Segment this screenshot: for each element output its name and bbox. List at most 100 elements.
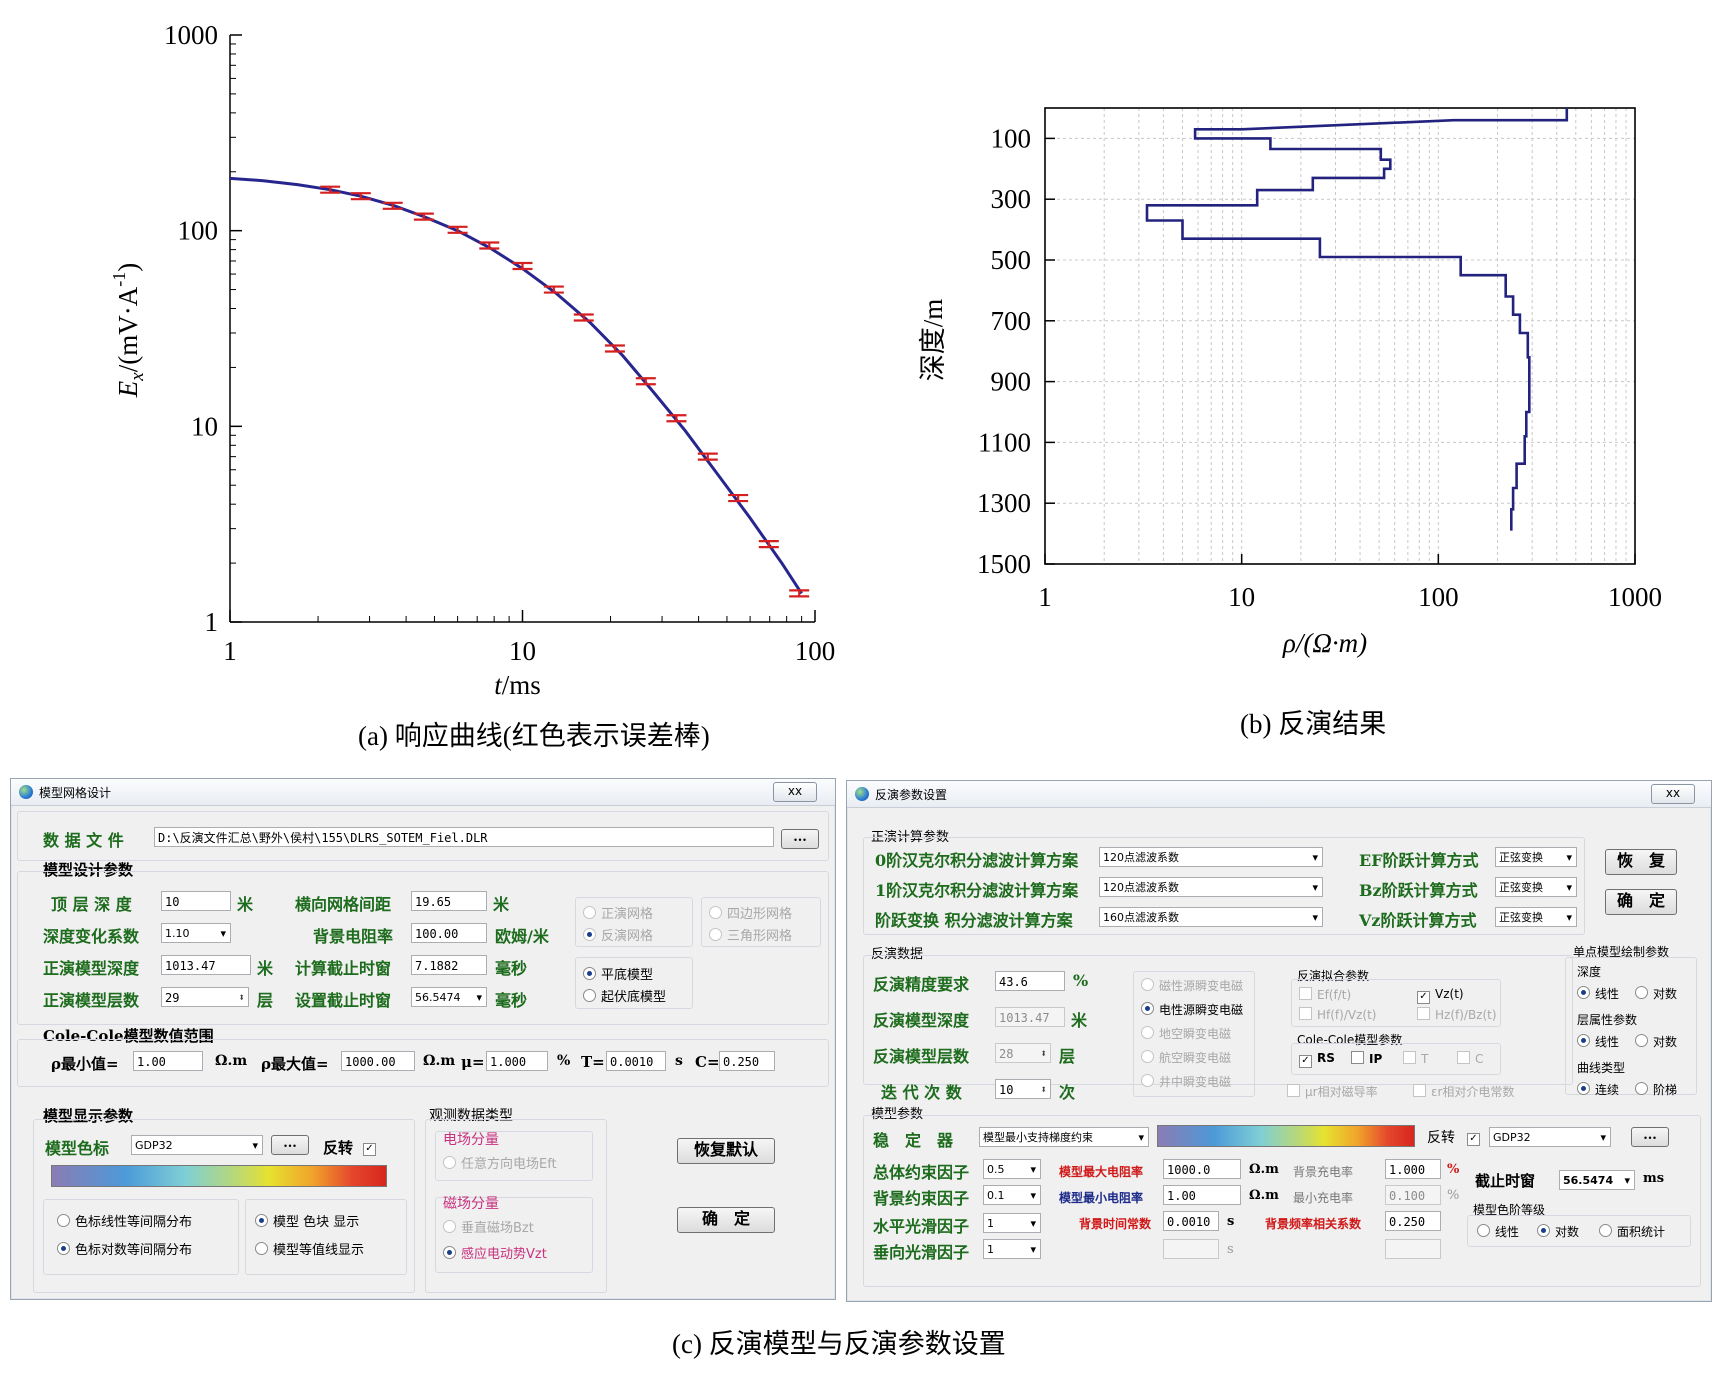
grid-shape-tri-radio[interactable]: 三角形网格 — [709, 925, 792, 944]
min-charge-unit: % — [1447, 1188, 1460, 1203]
grid-spacing-input[interactable]: 19.65 — [411, 891, 487, 911]
ef-step-select[interactable]: 正弦变换 — [1495, 847, 1577, 867]
bg-resistivity-input[interactable]: 100.00 — [411, 923, 487, 943]
grid-shape-quad-radio[interactable]: 四边形网格 — [709, 903, 792, 922]
bz-step-label: Bz阶跃计算方式 — [1359, 881, 1478, 900]
flat-bottom-radio[interactable]: 平底模型 — [583, 964, 653, 983]
depth-change-select[interactable]: 1.10 — [161, 923, 231, 943]
depth-linear-radio[interactable]: 线性 — [1577, 985, 1619, 1002]
right-colormap-select[interactable]: GDP32 — [1489, 1127, 1611, 1147]
t-label: T= — [581, 1053, 605, 1071]
vertical-bz-radio[interactable]: 垂直磁场Bzt — [443, 1217, 534, 1236]
inv-layers-spinner[interactable]: 28 — [995, 1043, 1051, 1063]
linear-distribution-radio[interactable]: 色标线性等间隔分布 — [57, 1211, 192, 1230]
bg-freq-input-2[interactable] — [1385, 1239, 1441, 1259]
cc-t-checkbox[interactable]: T — [1403, 1051, 1428, 1066]
vz-step-select[interactable]: 正弦变换 — [1495, 907, 1577, 927]
stabilizer-select[interactable]: 模型最小支持梯度约束 — [979, 1127, 1149, 1147]
curve-step-radio[interactable]: 阶梯 — [1635, 1081, 1677, 1098]
cc-c-checkbox[interactable]: C — [1457, 1051, 1483, 1066]
hankel1-select[interactable]: 120点滤波系数 — [1099, 877, 1323, 897]
cc-ip-checkbox[interactable]: IP — [1351, 1051, 1382, 1066]
bg-constraint-select[interactable]: 0.1 — [983, 1185, 1041, 1205]
set-cutoff-select[interactable]: 56.5474 — [411, 987, 487, 1007]
bg-time-input[interactable]: 0.0010 — [1163, 1211, 1219, 1231]
depth-log-radio[interactable]: 对数 — [1635, 985, 1677, 1002]
restore-default-button[interactable]: 恢复默认 — [677, 1138, 775, 1164]
log-distribution-radio[interactable]: 色标对数等间隔分布 — [57, 1239, 192, 1258]
fit-ef-checkbox[interactable]: Ef(f/t) — [1299, 987, 1351, 1002]
error-bar — [350, 192, 371, 201]
fit-vz-checkbox[interactable]: ✓ Vz(t) — [1417, 987, 1464, 1004]
right-colormap-gradient — [1157, 1125, 1415, 1147]
block-display-radio[interactable]: 模型 色块 显示 — [255, 1211, 359, 1230]
cc-rs-checkbox[interactable]: ✓ RS — [1299, 1051, 1335, 1068]
left-ok-button[interactable]: 确 定 — [677, 1207, 775, 1233]
rho-max-input[interactable]: 1000.00 — [341, 1051, 415, 1071]
caption-b: (b) 反演结果 — [1240, 709, 1387, 739]
right-ok-button[interactable]: 确 定 — [1605, 889, 1677, 915]
inv-depth-input[interactable]: 1013.47 — [995, 1007, 1065, 1027]
right-colormap-browse-button[interactable]: ... — [1631, 1127, 1669, 1147]
grid-type-forward-radio[interactable]: 正演网格 — [583, 903, 653, 922]
v-smooth-select[interactable]: 1 — [983, 1239, 1041, 1259]
max-rho-input[interactable]: 1000.0 — [1163, 1159, 1241, 1179]
left-close-button[interactable]: ⅹⅹ — [773, 782, 817, 802]
mu-fit-checkbox[interactable]: μr相对磁导率 — [1287, 1083, 1378, 1100]
magnetic-source-radio[interactable]: 磁性源瞬变电磁 — [1141, 977, 1243, 994]
cutoff-select[interactable]: 56.5474 — [1559, 1170, 1635, 1190]
bg-charge-input[interactable]: 1.000 — [1385, 1159, 1441, 1179]
max-rho-unit: Ω.m — [1249, 1162, 1279, 1177]
grid-type-inverse-radio[interactable]: 反演网格 — [583, 925, 653, 944]
data-file-input[interactable]: D:\反演文件汇总\野外\侯村\155\DLRS_SOTEM_Fiel.DLR — [154, 827, 774, 847]
y-axis-label: Ex/(mV·A-1) — [109, 263, 148, 398]
rho-min-input[interactable]: 1.00 — [133, 1051, 203, 1071]
bz-step-select[interactable]: 正弦变换 — [1495, 877, 1577, 897]
fit-hz-checkbox[interactable]: Hz(f)/Bz(t) — [1417, 1007, 1497, 1022]
precision-unit: % — [1073, 971, 1089, 990]
top-depth-input[interactable]: 10 — [161, 891, 231, 911]
t-input[interactable]: 0.0010 — [606, 1051, 666, 1071]
precision-input[interactable]: 43.6 — [995, 971, 1065, 991]
right-reverse-checkbox[interactable]: ✓ — [1467, 1129, 1485, 1146]
bg-time-input-2[interactable] — [1163, 1239, 1219, 1259]
step-filter-select[interactable]: 160点滤波系数 — [1099, 907, 1323, 927]
layer-log-radio[interactable]: 对数 — [1635, 1033, 1677, 1050]
airborne-radio[interactable]: 航空瞬变电磁 — [1141, 1049, 1231, 1066]
colormap-browse-button[interactable]: ... — [271, 1135, 309, 1155]
grade-log-radio[interactable]: 对数 — [1537, 1223, 1579, 1240]
y-tick-label: 1300 — [977, 488, 1031, 518]
overall-constraint-select[interactable]: 0.5 — [983, 1159, 1041, 1179]
hankel0-select[interactable]: 120点滤波系数 — [1099, 847, 1323, 867]
iterations-spinner[interactable]: 10 — [995, 1079, 1051, 1099]
error-bar — [635, 377, 656, 386]
bg-freq-input[interactable]: 0.250 — [1385, 1211, 1441, 1231]
h-smooth-select[interactable]: 1 — [983, 1213, 1041, 1233]
right-close-button[interactable]: ⅹⅹ — [1651, 784, 1695, 804]
ground-air-radio[interactable]: 地空瞬变电磁 — [1141, 1025, 1231, 1042]
c-input[interactable]: 0.250 — [719, 1051, 775, 1071]
calc-cutoff-input[interactable]: 7.1882 — [411, 955, 487, 975]
layer-linear-radio[interactable]: 线性 — [1577, 1033, 1619, 1050]
e-any-direction-radio[interactable]: 任意方向电场Eft — [443, 1153, 557, 1172]
data-file-browse-button[interactable]: ... — [781, 829, 819, 849]
borehole-radio[interactable]: 井中瞬变电磁 — [1141, 1073, 1231, 1090]
contour-display-radio[interactable]: 模型等值线显示 — [255, 1239, 364, 1258]
curve-continuous-radio[interactable]: 连续 — [1577, 1081, 1619, 1098]
forward-layers-spinner[interactable]: 29 — [161, 987, 249, 1007]
forward-depth-input[interactable]: 1013.47 — [161, 955, 251, 975]
reverse-checkbox[interactable]: ✓ — [363, 1139, 381, 1156]
eps-fit-checkbox[interactable]: εr相对介电常数 — [1413, 1083, 1514, 1100]
colormap-select[interactable]: GDP32 — [131, 1135, 263, 1155]
undulating-bottom-radio[interactable]: 起伏底模型 — [583, 986, 666, 1005]
right-restore-button[interactable]: 恢 复 — [1605, 849, 1677, 875]
grade-linear-radio[interactable]: 线性 — [1477, 1223, 1519, 1240]
electric-source-radio[interactable]: 电性源瞬变电磁 — [1141, 1001, 1243, 1018]
min-rho-input[interactable]: 1.00 — [1163, 1185, 1241, 1205]
mu-input[interactable]: 1.000 — [486, 1051, 548, 1071]
grade-area-radio[interactable]: 面积统计 — [1599, 1223, 1665, 1240]
induced-emf-radio[interactable]: 感应电动势Vzt — [443, 1243, 547, 1262]
min-charge-input[interactable]: 0.100 — [1385, 1185, 1441, 1205]
top-depth-unit: 米 — [237, 895, 254, 914]
fit-hf-checkbox[interactable]: Hf(f)/Vz(t) — [1299, 1007, 1376, 1022]
